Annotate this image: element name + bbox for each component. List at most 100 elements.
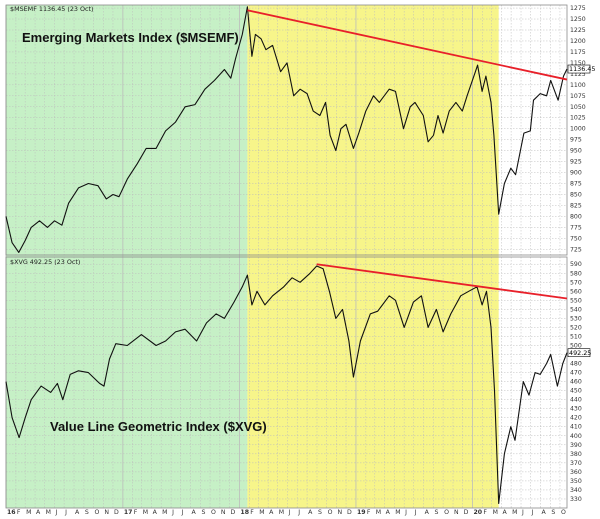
x-tick-label: A [541,509,546,516]
x-tick-label: F [250,509,254,516]
y-tick-label: 330 [570,496,582,503]
y-tick-label: 875 [570,181,582,188]
panel-border [5,4,568,256]
y-tick-label: 1100 [570,82,586,89]
x-tick-label: F [367,509,371,516]
x-tick-label: S [201,509,205,516]
y-tick-label: 420 [570,415,582,422]
y-tick-label: 825 [570,202,582,209]
x-tick-label: S [318,509,322,516]
y-tick-label: 430 [570,406,582,413]
x-tick-label: M [512,509,517,516]
y-tick-label: 410 [570,424,582,431]
y-tick-label: 1025 [570,115,586,122]
y-tick-label: 725 [570,246,582,253]
y-tick-label: 550 [570,297,582,304]
x-tick-label: M [26,509,31,516]
y-tick-label: 900 [570,170,582,177]
y-tick-label: 590 [570,261,582,268]
y-tick-label: 1250 [570,16,586,23]
x-tick-label: J [531,509,534,516]
panel-header: $MSEMF 1136.45 (23 Oct) [10,5,94,13]
y-tick-label: 1000 [570,126,586,133]
x-tick-label: F [134,509,138,516]
x-tick-label: J [297,509,300,516]
x-tick-label: A [36,509,41,516]
x-tick-label: F [17,509,21,516]
y-tick-label: 775 [570,224,582,231]
x-tick-label: A [192,509,197,516]
x-tick-label: M [46,509,51,516]
x-tick-label: S [85,509,89,516]
x-tick-label: N [221,509,226,516]
last-value-box [567,348,591,358]
y-tick-label: 370 [570,460,582,467]
x-tick-label: M [493,509,498,516]
trendline [247,9,568,81]
x-tick-label: M [143,509,148,516]
x-tick-label: O [211,509,216,516]
x-tick-label: M [162,509,167,516]
x-tick-label: A [308,509,313,516]
y-tick-label: 540 [570,306,582,313]
y-tick-label: 500 [570,342,582,349]
x-tick-label: J [181,509,184,516]
last-value-label: 1136.45 [569,65,595,73]
y-tick-label: 400 [570,433,582,440]
x-tick-label: A [269,509,274,516]
last-value-label: 492.25 [569,349,591,357]
y-tick-label: 1125 [570,71,586,78]
price-series-line [5,6,568,253]
highlight-region-0 [6,5,248,508]
y-tick-label: 340 [570,487,582,494]
y-tick-label: 570 [570,279,582,286]
x-tick-label: J [55,509,58,516]
x-tick-label: N [104,509,109,516]
x-tick-label: J [521,509,524,516]
x-tick-label: A [386,509,391,516]
y-tick-label: 560 [570,288,582,295]
x-tick-label: 19 [357,509,366,516]
trendline [316,263,568,300]
y-tick-label: 380 [570,451,582,458]
x-tick-label: A [425,509,430,516]
y-tick-label: 1050 [570,104,586,111]
y-tick-label: 750 [570,235,582,242]
x-tick-label: A [75,509,80,516]
y-tick-label: 530 [570,315,582,322]
x-tick-label: D [464,509,469,516]
x-tick-label: S [435,509,439,516]
y-tick-label: 450 [570,388,582,395]
x-tick-label: N [337,509,342,516]
y-tick-label: 1275 [570,5,586,12]
y-tick-label: 510 [570,333,582,340]
x-tick-label: 18 [240,509,249,516]
x-tick-label: J [171,509,174,516]
y-tick-label: 470 [570,370,582,377]
x-tick-label: N [454,509,459,516]
x-tick-label: M [259,509,264,516]
chart-title: Emerging Markets Index ($MSEMF) [22,30,239,45]
x-tick-label: D [347,509,352,516]
x-tick-label: A [503,509,508,516]
x-tick-label: M [279,509,284,516]
y-tick-label: 1175 [570,49,586,56]
x-tick-label: S [551,509,555,516]
x-tick-label: F [483,509,487,516]
x-tick-label: A [153,509,158,516]
x-tick-label: J [64,509,67,516]
x-tick-label: O [328,509,333,516]
y-tick-label: 520 [570,324,582,331]
x-tick-label: J [404,509,407,516]
y-tick-label: 440 [570,397,582,404]
x-tick-label: O [94,509,99,516]
last-value-box [567,64,591,74]
y-tick-label: 350 [570,478,582,485]
y-tick-label: 360 [570,469,582,476]
x-tick-label: J [414,509,417,516]
y-tick-label: 1150 [570,60,586,67]
highlight-region-1 [247,5,499,508]
y-tick-label: 1200 [570,38,586,45]
x-tick-label: O [561,509,566,516]
